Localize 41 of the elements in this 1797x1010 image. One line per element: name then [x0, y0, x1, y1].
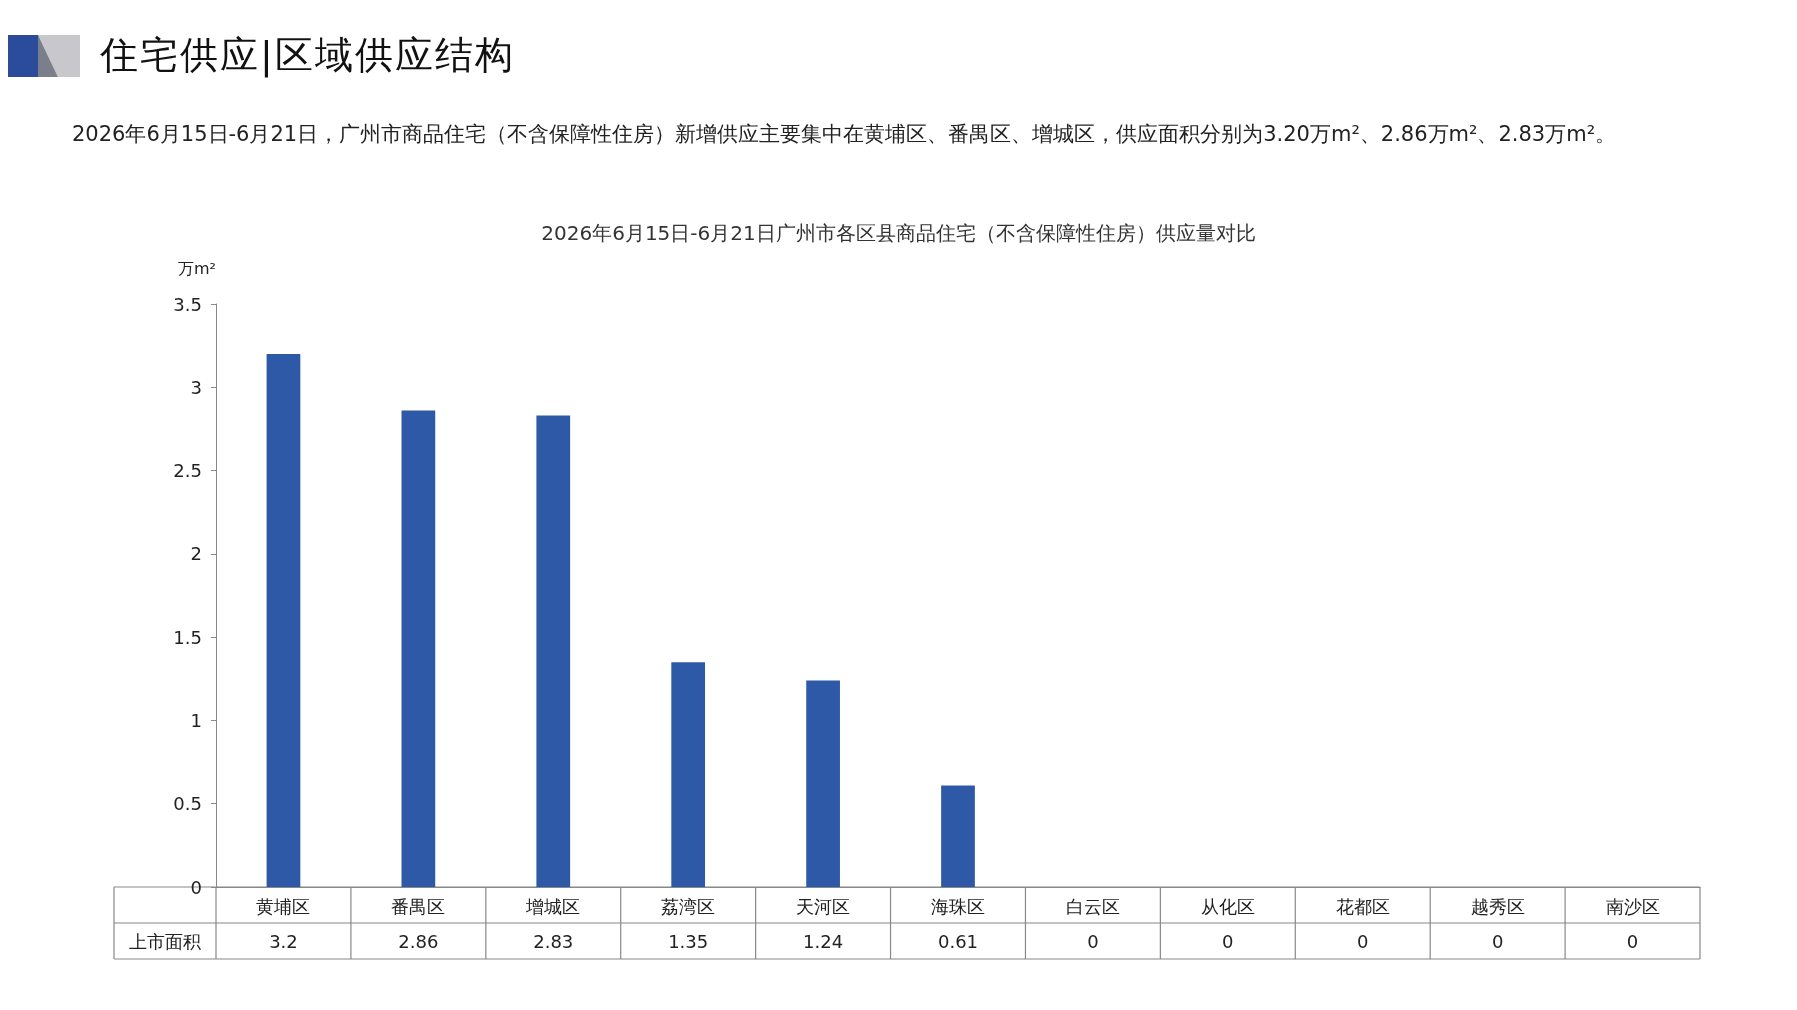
- x-tick-label: 天河区: [796, 895, 851, 917]
- data-label: 0: [1357, 930, 1369, 952]
- data-label: 0: [1491, 930, 1504, 952]
- chart-title: 住宅供应|区域供应结构: [100, 32, 515, 80]
- x-tick-label: 花都区: [1335, 895, 1390, 917]
- data-label: 0: [1222, 930, 1234, 952]
- x-tick-label: 白云区: [1065, 895, 1120, 917]
- text: 上市面积: [129, 930, 201, 952]
- y-axis-title: 万m²: [178, 258, 216, 278]
- x-tick-label: 从化区: [1200, 895, 1255, 917]
- chart-subtitle: 2026年6月15日-6月21日，广州市商品住宅（不含保障性住房）新增供应主要集中在黄埔区、番禺区、增城区，供应面积分别为3.20万m²、2.86万m²、2.83万m²。: [72, 121, 1618, 148]
- y-tick-label: 1: [190, 709, 202, 731]
- bar: [401, 410, 436, 887]
- bar: [536, 415, 571, 887]
- data-label: 0: [1626, 930, 1639, 952]
- data-label: 1.24: [803, 930, 844, 952]
- data-label: 0: [1087, 930, 1099, 952]
- data-label: 2.86: [398, 930, 439, 952]
- data-label: 1.35: [668, 930, 709, 952]
- x-tick-label: 黄埔区: [256, 895, 311, 917]
- y-tick-label: 0.5: [173, 793, 202, 815]
- y-tick-label: 0: [190, 876, 202, 898]
- y-tick-label: 3.5: [173, 293, 202, 315]
- x-tick-label: 番禺区: [391, 895, 446, 917]
- data-label: 2.83: [533, 930, 574, 952]
- text: 2026年6月15日-6月21日广州市各区县商品住宅（不含保障性住房）供应量对比: [541, 221, 1256, 245]
- y-tick-label: 3: [190, 376, 202, 398]
- bar: [806, 680, 840, 887]
- x-tick-label: 荔湾区: [661, 895, 716, 917]
- bar: [266, 353, 301, 887]
- x-tick-label: 增城区: [525, 895, 581, 917]
- data-label: 3.2: [269, 930, 298, 952]
- y-tick-label: 2: [190, 543, 202, 565]
- x-tick-label: 越秀区: [1470, 895, 1525, 917]
- y-tick-label: 1.5: [173, 626, 202, 648]
- data-label: 0.61: [937, 930, 979, 952]
- x-tick-label: 南沙区: [1605, 895, 1660, 917]
- x-tick-label: 海珠区: [931, 895, 985, 917]
- y-tick-label: 2.5: [173, 460, 202, 482]
- bar: [941, 785, 975, 887]
- bar: [671, 662, 706, 887]
